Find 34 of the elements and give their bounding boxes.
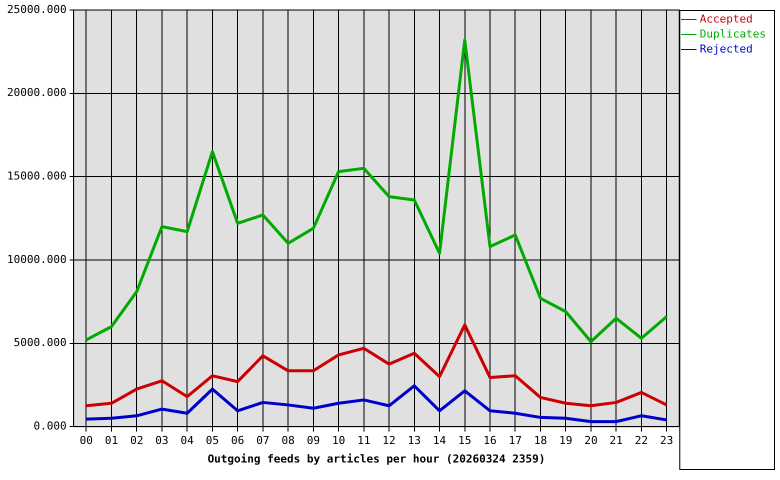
y-tick-label: 25000.000 — [6, 2, 67, 16]
x-tick-label: 17 — [508, 434, 522, 448]
x-axis-title: Outgoing feeds by articles per hour (20260324 2359) — [208, 452, 546, 466]
legend-label: Duplicates — [700, 27, 766, 40]
x-tick-label: 19 — [559, 434, 572, 448]
x-tick-label: 11 — [357, 434, 370, 448]
x-tick-label: 18 — [534, 434, 548, 448]
y-tick-label: 20000.000 — [6, 86, 67, 100]
x-tick-label: 22 — [634, 434, 648, 448]
x-tick-label: 09 — [306, 434, 320, 448]
y-tick-label: 10000.000 — [6, 252, 67, 266]
x-tick-label: 15 — [458, 434, 472, 448]
x-tick-label: 06 — [231, 434, 244, 448]
x-tick-label: 12 — [382, 434, 396, 448]
y-tick-label: 5000.000 — [14, 336, 67, 350]
x-tick-label: 14 — [432, 434, 447, 448]
x-tick-label: 00 — [80, 434, 93, 448]
y-tick-label: 15000.000 — [6, 170, 67, 182]
x-tick-label: 10 — [332, 434, 346, 448]
x-tick-label: 23 — [660, 434, 674, 448]
x-tick-label: 05 — [206, 434, 220, 448]
y-tick-label: 0.000 — [33, 419, 67, 432]
x-tick-label: 03 — [155, 434, 169, 448]
x-tick-label: 07 — [256, 434, 270, 448]
x-tick-label: 01 — [104, 434, 118, 448]
x-tick-label: 13 — [408, 434, 421, 448]
x-tick-label: 21 — [610, 434, 623, 448]
legend-label: Accepted — [700, 12, 753, 26]
legend-label: Rejected — [700, 42, 753, 56]
x-tick-label: 04 — [180, 434, 194, 448]
x-tick-label: 02 — [130, 434, 144, 448]
x-tick-label: 16 — [483, 434, 497, 448]
x-tick-label: 08 — [281, 434, 295, 448]
x-tick-label: 20 — [584, 434, 598, 448]
